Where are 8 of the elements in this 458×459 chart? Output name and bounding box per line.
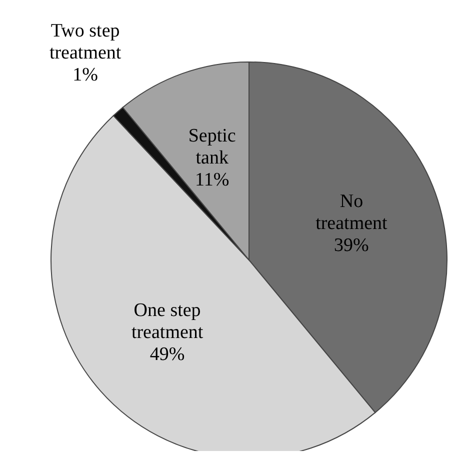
data-label: 1% — [72, 64, 98, 86]
slice-label: No treatment — [316, 191, 388, 234]
slice-label: One step treatment — [131, 300, 204, 344]
data-label: 39% — [334, 235, 370, 256]
slice-label: Two step treatment — [49, 20, 122, 64]
data-label: 11% — [195, 170, 230, 191]
data-label: 49% — [150, 344, 185, 366]
slice-label: Septic tank — [188, 126, 236, 169]
